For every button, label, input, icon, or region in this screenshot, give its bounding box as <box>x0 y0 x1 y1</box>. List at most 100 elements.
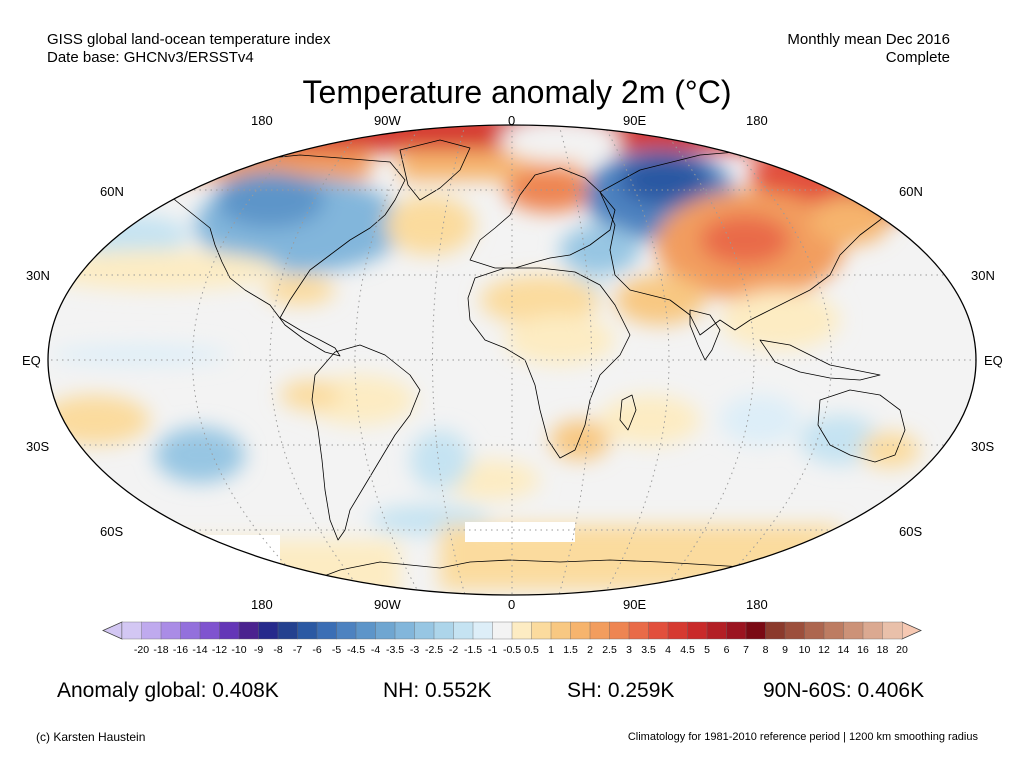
colorbar-label: 14 <box>838 644 850 656</box>
colorbar-label: 7 <box>743 644 749 656</box>
colorbar-swatch <box>862 621 883 640</box>
equatorial-pacific-cool <box>50 345 230 365</box>
colorbar-min-arrow <box>102 621 123 640</box>
lat-tick-right: 60S <box>899 524 923 539</box>
australia-cool <box>800 415 880 465</box>
colorbar-swatch <box>375 621 396 640</box>
colorbar-swatch <box>141 621 162 640</box>
lon-tick-bottom: 90E <box>623 597 647 612</box>
colorbar-max-arrow <box>901 621 922 640</box>
colorbar-swatch <box>882 621 903 640</box>
indian-ocean-warm <box>600 395 700 445</box>
arctic-neutral-gap <box>500 125 620 162</box>
globe-border <box>47 124 977 596</box>
greenland-outline <box>399 139 471 201</box>
lon-tick-top: 90W <box>374 113 401 128</box>
status-label: Complete <box>885 49 950 66</box>
credit-label: (c) Karsten Haustein <box>36 730 146 744</box>
indian-ocean-cool <box>720 395 800 445</box>
gulf-warm <box>265 275 335 305</box>
north-pacific-cool <box>70 215 190 255</box>
polar-band-anomaly-stat: 90N-60S: 0.406K <box>763 679 925 702</box>
period-label: Monthly mean Dec 2016 <box>787 31 950 48</box>
west-siberia-cold-core <box>620 155 710 205</box>
lon-tick-bottom: 0 <box>508 597 516 612</box>
graticule-meridian <box>192 125 316 595</box>
south-pacific-cool <box>155 427 245 483</box>
colorbar-label: -2.5 <box>425 644 443 656</box>
colorbar-label: -8 <box>273 644 282 656</box>
east-pacific-warm <box>48 250 280 290</box>
lon-tick-bottom: 180 <box>746 597 768 612</box>
no-data-patch <box>180 535 280 565</box>
graticule-meridian <box>603 125 670 595</box>
south-africa-warm <box>550 420 610 460</box>
colorbar-swatch <box>453 621 474 640</box>
colorbar-label: 4.5 <box>680 644 695 656</box>
colorbar-label: -20 <box>134 644 149 656</box>
colorbar-label: 3 <box>626 644 632 656</box>
colorbar-swatch <box>726 621 747 640</box>
southern-ocean-warm-east <box>820 540 976 595</box>
sh-anomaly-stat: SH: 0.259K <box>567 679 675 702</box>
lat-tick-left: 30S <box>26 439 50 454</box>
asia-warm-core <box>700 215 790 265</box>
colorbar-swatch <box>121 621 142 640</box>
black-sea-cool <box>560 225 640 275</box>
colorbar-swatch <box>414 621 435 640</box>
colorbar-swatch <box>297 621 318 640</box>
colorbar-swatch <box>609 621 630 640</box>
graticule <box>48 125 976 595</box>
colorbar-label: 5 <box>704 644 710 656</box>
lat-tick-right: 30N <box>971 268 995 283</box>
colorbar-swatch <box>336 621 357 640</box>
colorbar-label: -9 <box>254 644 263 656</box>
colorbar-label: -4 <box>371 644 380 656</box>
peru-warm <box>280 380 340 410</box>
colorbar-label: 8 <box>763 644 769 656</box>
south-america-outline <box>311 344 421 541</box>
colorbar-label: 1.5 <box>563 644 578 656</box>
lat-tick-left: EQ <box>22 353 41 368</box>
colorbar-label: 20 <box>896 644 908 656</box>
colorbar-label: -2 <box>449 644 458 656</box>
colorbar-swatch <box>823 621 844 640</box>
colorbar-label: -7 <box>293 644 302 656</box>
colorbar-swatch <box>238 621 259 640</box>
colorbar-label: 4 <box>665 644 671 656</box>
nw-atlantic-warm <box>385 195 475 255</box>
colorbar-swatch <box>394 621 415 640</box>
north-africa-warm <box>480 275 600 325</box>
colorbar-label: 2 <box>587 644 593 656</box>
colorbar-swatch <box>219 621 240 640</box>
lat-tick-left: 30N <box>26 268 50 283</box>
colorbar-label: -14 <box>192 644 207 656</box>
colorbar-label: -5 <box>332 644 341 656</box>
chart-title: Temperature anomaly 2m (°C) <box>302 74 732 110</box>
colorbar-swatch <box>355 621 376 640</box>
colorbar-swatch <box>843 621 864 640</box>
colorbar-swatch <box>687 621 708 640</box>
colorbar-label: -16 <box>173 644 188 656</box>
se-asia-islands-outline <box>759 339 881 381</box>
colorbar-swatch <box>784 621 805 640</box>
colorbar-label: -6 <box>312 644 321 656</box>
central-africa-warm <box>505 315 615 365</box>
colorbar-label: -3.5 <box>386 644 404 656</box>
colorbar-label: -4.5 <box>347 644 365 656</box>
new-zealand-outline <box>935 454 949 481</box>
colorbar-swatch <box>433 621 454 640</box>
graticule-meridian <box>354 125 421 595</box>
colorbar-swatch <box>628 621 649 640</box>
middle-east-warm <box>615 275 705 325</box>
africa-outline <box>467 267 631 459</box>
database-label: Date base: GHCNv3/ERSSTv4 <box>47 49 254 66</box>
sw-pacific-warm <box>48 395 150 445</box>
tasman-warm <box>860 432 920 468</box>
colorbar-label: -10 <box>231 644 246 656</box>
colorbar-swatch <box>745 621 766 640</box>
lon-tick-top: 0 <box>508 113 516 128</box>
colorbar-label: 1 <box>548 644 554 656</box>
colorbar-label: 9 <box>782 644 788 656</box>
